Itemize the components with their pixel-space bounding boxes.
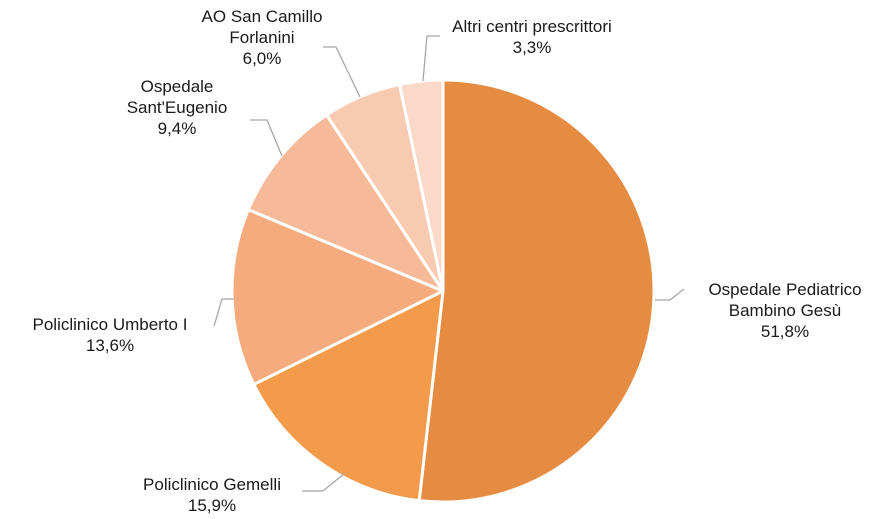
slice-category-label-5: Altri centri prescrittori <box>452 17 612 36</box>
slice-category-label-2: Policlinico Umberto I <box>33 315 188 334</box>
slice-category-label-4: Forlanini <box>229 28 294 47</box>
leader-line-1 <box>302 472 346 492</box>
pie-slice-2 <box>230 208 445 386</box>
slice-value-label-2: 13,6% <box>86 336 134 355</box>
slice-value-label-5: 3,3% <box>513 38 552 57</box>
slice-category-label-4: AO San Camillo <box>202 7 323 26</box>
pie-slice-0 <box>417 78 656 504</box>
leader-line-2 <box>213 298 234 327</box>
slice-value-label-1: 15,9% <box>188 496 236 515</box>
slice-value-label-0: 51,8% <box>761 322 809 341</box>
pie-slice-5 <box>398 78 445 293</box>
slice-category-label-3: Sant'Eugenio <box>127 98 228 117</box>
leader-line-4 <box>323 46 361 98</box>
leader-line-0 <box>655 288 685 301</box>
slice-category-label-0: Ospedale Pediatrico <box>708 280 861 299</box>
slice-category-label-1: Policlinico Gemelli <box>143 475 281 494</box>
slice-value-label-4: 6,0% <box>243 49 282 68</box>
leader-line-5 <box>422 35 440 82</box>
leader-line-3 <box>250 119 283 157</box>
slice-value-label-3: 9,4% <box>158 119 197 138</box>
slice-labels: Ospedale Pediatrico Bambino Gesù 51,8% Poli… <box>33 7 862 515</box>
slice-category-label-3: Ospedale <box>141 77 214 96</box>
pie-slice-1 <box>252 289 445 503</box>
pie-slices <box>230 78 656 504</box>
pie-slice-3 <box>246 113 445 293</box>
leader-lines <box>213 35 685 492</box>
slice-category-label-0: Bambino Gesù <box>729 301 841 320</box>
